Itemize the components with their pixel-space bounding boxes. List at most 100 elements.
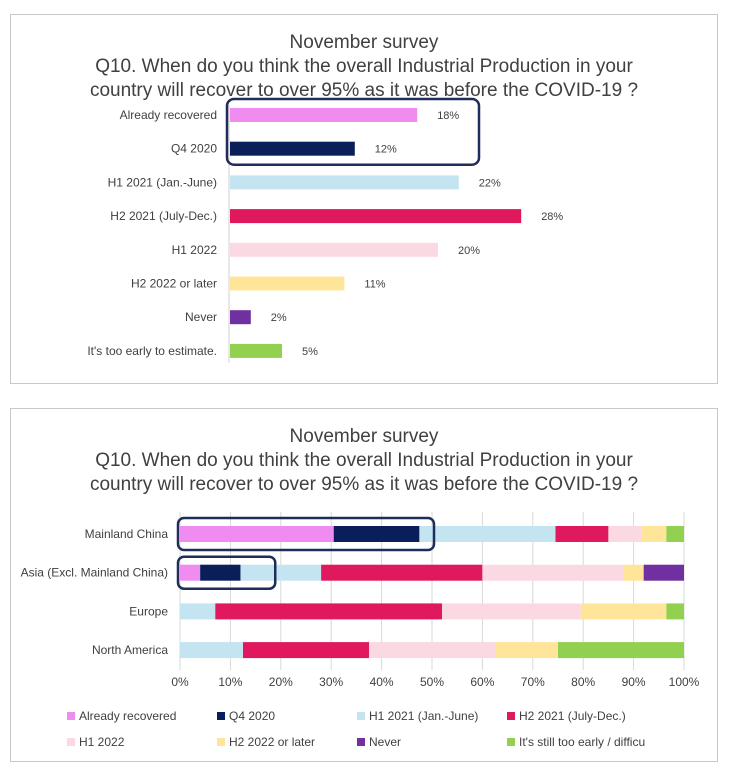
chart-2-legend-label: H2 2021 (July-Dec.) — [519, 709, 626, 723]
chart-2-legend-item: H2 2021 (July-Dec.) — [507, 709, 626, 723]
chart-2-legend-item: It's still too early / difficu — [507, 735, 645, 749]
chart-2-category-label: North America — [92, 643, 168, 657]
chart-2-bar-segment — [240, 564, 322, 581]
chart-1-category-label: Q4 2020 — [171, 142, 217, 156]
chart-2-legend-label: It's still too early / difficu — [519, 735, 646, 749]
chart-2-bar-segment — [495, 642, 558, 659]
chart-2-category-label: Mainland China — [85, 527, 169, 541]
chart-1-plot: Already recovered 18% Q4 2020 12% H1 2021 (J… — [87, 97, 563, 363]
chart-2-legend-swatch — [217, 712, 225, 720]
chart-2-x-tick-label: 80% — [571, 675, 595, 689]
chart-2-legend-item: Q4 2020 — [217, 709, 275, 723]
chart-2-x-tick-label: 100% — [669, 675, 700, 689]
chart-2-bar-segment — [369, 642, 495, 659]
chart-2-bar-segment — [623, 564, 644, 581]
chart-1-highlight-box — [225, 97, 481, 166]
chart-2-bar-segment — [180, 526, 334, 542]
chart-2-legend-item: H1 2021 (Jan.-June) — [357, 709, 478, 723]
chart-1-bar — [230, 276, 345, 291]
chart-2-legend-item: H2 2022 or later — [217, 735, 315, 749]
chart-2-category-label: Europe — [129, 604, 168, 618]
chart-1-bar — [230, 242, 438, 257]
chart-1-value-label: 20% — [458, 245, 480, 257]
chart-2-title: November survey — [289, 426, 439, 447]
chart-2-legend-item: Never — [357, 735, 401, 749]
chart-2-legend-label: Already recovered — [79, 709, 177, 723]
chart-1-category-label: It's too early to estimate. — [87, 344, 217, 358]
chart-2-bar-segment — [200, 564, 241, 581]
chart-2-legend-label: H1 2022 — [79, 735, 125, 749]
chart-1-subtitle-line-1: Q10. When do you think the overall Indus… — [95, 56, 633, 77]
chart-1-bar — [230, 343, 282, 358]
chart-2-bar-segment — [321, 564, 483, 581]
chart-1-bar — [230, 108, 418, 122]
chart-1-category-label: H2 2021 (July-Dec.) — [110, 209, 217, 223]
chart-2-bar-segment — [666, 603, 684, 620]
chart-2-bar-segment — [482, 564, 624, 581]
chart-1-value-label: 12% — [375, 144, 397, 156]
chart-1-category-label: Never — [185, 310, 217, 324]
chart-2-bar-segment — [666, 526, 684, 542]
chart-2-legend-label: Never — [369, 735, 402, 749]
chart-1-value-label: 5% — [302, 346, 318, 358]
chart-2-x-tick-label: 10% — [218, 675, 242, 689]
chart-2-legend-swatch — [357, 738, 365, 746]
chart-2-bar-segment — [442, 603, 581, 620]
chart-2-bar-segment — [180, 603, 216, 620]
chart-2-legend-label: H1 2021 (Jan.-June) — [369, 709, 479, 723]
chart-1-value-label: 28% — [541, 211, 563, 223]
chart-2-x-tick-label: 50% — [420, 675, 444, 689]
chart-2-legend-swatch — [67, 738, 75, 746]
chart-2-x-tick-label: 40% — [370, 675, 394, 689]
chart-2-legend-swatch — [507, 738, 515, 746]
chart-1-value-label: 2% — [271, 312, 287, 324]
chart-panel-2: November survey Q10. When do you think t… — [10, 408, 718, 762]
chart-2-legend-swatch — [217, 738, 225, 746]
chart-1-category-label: H1 2021 (Jan.-June) — [108, 175, 217, 189]
chart-1-value-label: 18% — [437, 110, 459, 122]
chart-1-bar — [230, 175, 459, 190]
chart-2-bar-segment — [180, 564, 201, 581]
chart-2-bar-segment — [643, 564, 684, 581]
chart-1-bar — [230, 141, 355, 156]
chart-2-bar-segment — [180, 642, 243, 659]
chart-1-bar — [230, 209, 522, 224]
chart-2-bar-segment — [641, 526, 667, 542]
chart-2-bar-segment — [580, 603, 667, 620]
chart-2-x-tick-label: 0% — [171, 675, 189, 689]
chart-2-legend-swatch — [67, 712, 75, 720]
chart-panel-1: November survey Q10. When do you think t… — [10, 14, 718, 384]
chart-2-category-label: Asia (Excl. Mainland China) — [21, 566, 168, 580]
chart-1-category-label: H2 2022 or later — [131, 277, 217, 291]
chart-2-x-tick-label: 30% — [319, 675, 343, 689]
chart-2-bar-segment — [243, 642, 369, 659]
chart-2-x-tick-label: 70% — [521, 675, 545, 689]
chart-2-bar-segment — [558, 642, 684, 659]
chart-1-value-label: 22% — [479, 177, 501, 189]
chart-2-highlight-box — [176, 555, 277, 590]
chart-2-x-tick-label: 20% — [269, 675, 293, 689]
chart-2-x-tick-label: 90% — [622, 675, 646, 689]
chart-2-legend-item: Already recovered — [67, 709, 176, 723]
chart-2-plot: 0% 10% 20% 30% 40% 50% 60% 70% 80% 90% 100% Mainlan… — [21, 512, 700, 689]
chart-2-x-tick-label: 60% — [470, 675, 494, 689]
chart-2-legend-swatch — [507, 712, 515, 720]
chart-2-legend-label: Q4 2020 — [229, 709, 276, 723]
chart-1-bar — [230, 310, 251, 325]
chart-2-bar-segment — [215, 603, 443, 620]
chart-2-legend-item: H1 2022 — [67, 735, 124, 749]
chart-1-subtitle-line-2: country will recover to over 95% as it w… — [89, 80, 639, 101]
chart-2-legend-swatch — [357, 712, 365, 720]
chart-2-subtitle-line-2: country will recover to over 95% as it w… — [89, 474, 639, 495]
chart-2-bar-segment — [555, 526, 609, 542]
chart-1-title: November survey — [289, 32, 439, 53]
chart-2-bar-segment — [608, 526, 642, 542]
chart-1-category-label: H1 2022 — [172, 243, 218, 257]
chart-1-value-label: 11% — [364, 279, 385, 291]
chart-2-bar-segment — [333, 526, 420, 542]
chart-2-highlight-box — [176, 516, 436, 552]
chart-2-subtitle-line-1: Q10. When do you think the overall Indus… — [95, 450, 633, 471]
chart-1-category-label: Already recovered — [120, 108, 217, 122]
chart-2-bar-segment — [419, 526, 556, 542]
chart-2-legend-label: H2 2022 or later — [229, 735, 316, 749]
